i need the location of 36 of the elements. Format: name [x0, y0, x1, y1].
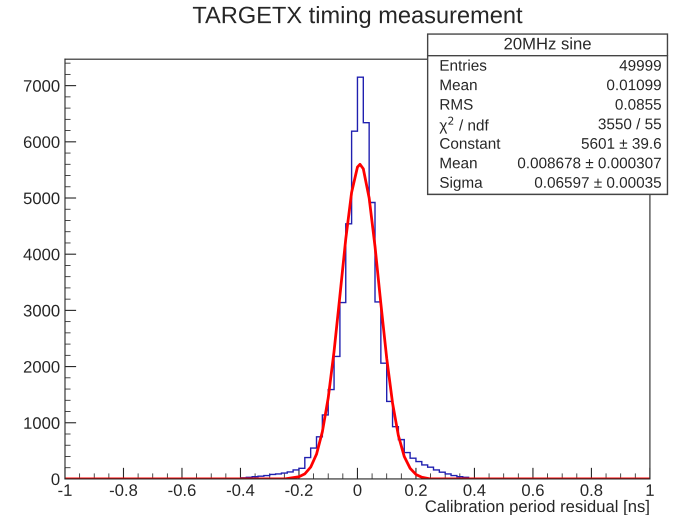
annotation: 49999: [619, 60, 661, 71]
annotation: 0.06597 ± 0.00035: [534, 177, 661, 188]
x-tick-label: -0.2: [285, 484, 312, 496]
annotation: χ$^{2}$ / ndf: [440, 116, 489, 134]
annotation: 0.0855: [615, 98, 661, 110]
annotation: Constant: [440, 138, 500, 149]
annotation: Sigma: [440, 176, 483, 191]
y-tick-label: 7000: [24, 80, 60, 92]
annotation: RMS: [440, 98, 473, 110]
x-tick-label: 1: [646, 484, 654, 496]
x-tick-label: 0.4: [464, 484, 486, 496]
y-tick-label: 4000: [23, 248, 60, 260]
x-tick-label: 0.2: [405, 484, 427, 496]
chart-title: TARGETX timing measurement: [192, 6, 522, 28]
annotation: 0.008678 ± 0.000307: [518, 158, 661, 168]
x-axis-title: Calibration period residual [ns]: [426, 500, 649, 515]
text: 20MHz sine: [504, 37, 591, 50]
y-tick-label: 5000: [24, 192, 60, 204]
x-tick-label: 0.6: [522, 484, 544, 496]
annotation: Mean: [440, 80, 477, 90]
y-tick-label: 0: [52, 473, 60, 486]
x-tick-label: -0.8: [110, 484, 138, 496]
annotation: Mean: [440, 158, 477, 168]
annotation: 5601 ± 39.6: [582, 138, 661, 149]
x-tick-label: -1: [58, 484, 72, 496]
x-tick-label: -0.6: [168, 484, 196, 496]
y-tick-label: 3000: [24, 304, 60, 317]
y-tick-label: 2000: [24, 360, 60, 373]
annotation: Entries: [440, 60, 486, 71]
x-tick-label: 0: [353, 484, 362, 496]
x-tick-label: -0.4: [226, 484, 254, 496]
x-tick-label: 0.8: [580, 484, 602, 496]
annotation: 0.01099: [606, 79, 661, 90]
annotation: 3550 / 55: [598, 118, 661, 130]
y-tick-label: 6000: [24, 136, 60, 148]
y-tick-label: 1000: [24, 417, 60, 429]
